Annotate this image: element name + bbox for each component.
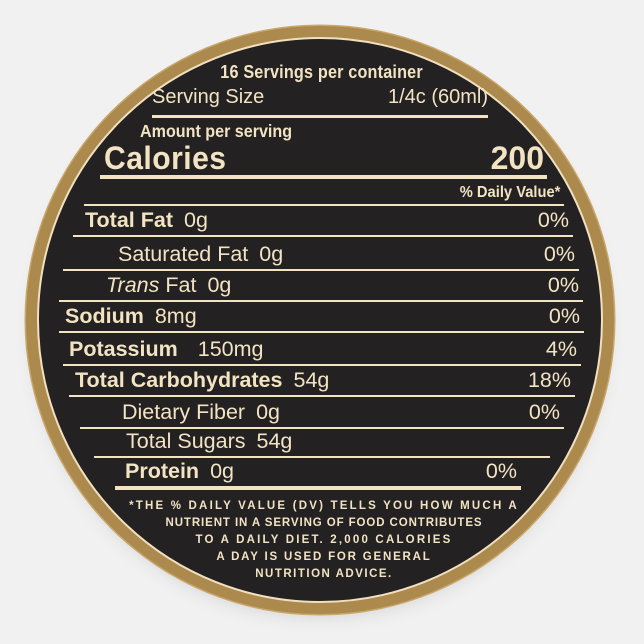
calories-value: 200	[490, 140, 544, 176]
nutrient-name: Sodium	[65, 303, 144, 328]
nutrient-dv: 0%	[528, 399, 560, 424]
nutrient-row-saturated-fat: Saturated Fat 0g 0%	[63, 240, 579, 271]
nutrient-amount: 8mg	[154, 303, 197, 328]
nutrient-row-sodium: Sodium 8mg 0%	[59, 304, 584, 333]
nutrient-name: Total Fat	[85, 207, 173, 232]
nutrient-amount: 0g	[207, 272, 232, 297]
nutrient-row-dietary-fiber: Dietary Fiber 0g 0%	[80, 399, 564, 429]
footnote-line: A DAY IS USED FOR GENERAL	[216, 551, 432, 563]
nutrient-dv: 0%	[547, 272, 579, 297]
nutrient-name: Potassium	[69, 336, 178, 361]
amount-per-serving-text: Amount per serving	[140, 121, 293, 141]
serving-size-row: Serving Size 1/4c (60ml)	[152, 86, 488, 109]
nutrient-amount: 54g	[293, 367, 330, 392]
serving-size-value: 1/4c (60ml)	[387, 86, 488, 108]
nutrient-name: Total Sugars	[126, 428, 246, 453]
nutrient-name: Fat	[165, 272, 197, 297]
daily-value-header: % Daily Value*	[84, 184, 564, 206]
nutrient-dv: 0%	[548, 303, 580, 328]
nutrient-dv: 18%	[527, 367, 571, 392]
nutrient-amount: 150mg	[197, 336, 264, 361]
nutrient-amount: 54g	[256, 428, 293, 453]
nutrient-row-potassium: Potassium 150mg 4%	[63, 335, 581, 366]
nutrient-dv: 0%	[543, 241, 575, 266]
nutrient-row-trans-fat: Trans Fat 0g 0%	[59, 273, 583, 302]
nutrient-dv: 4%	[545, 336, 577, 361]
nutrient-amount: 0g	[256, 399, 280, 424]
nutrient-row-total-fat: Total Fat 0g 0%	[73, 209, 573, 237]
nutrient-name: Protein	[125, 458, 200, 483]
footnote-line: TO A DAILY DIET. 2,000 CALORIES	[195, 534, 453, 546]
servings-per-container: 16 Servings per container	[0, 62, 644, 83]
nutrition-sticker	[37, 37, 603, 603]
nutrient-row-protein: Protein 0g 0%	[115, 459, 521, 490]
nutrient-dv: 0%	[537, 207, 569, 232]
amount-per-serving: Amount per serving	[140, 121, 305, 142]
nutrient-name: Total Carbohydrates	[75, 367, 283, 392]
servings-per-container-text: 16 Servings per container	[220, 62, 424, 82]
nutrient-row-total-sugars: Total Sugars 54g	[94, 428, 550, 458]
calories-label: Calories	[104, 140, 227, 176]
footnote-line: *THE % DAILY VALUE (DV) TELLS YOU HOW MU…	[129, 500, 519, 512]
daily-value-header-text: % Daily Value*	[459, 184, 560, 201]
nutrient-name-italic: Trans	[106, 272, 160, 297]
footnote-line: NUTRIENT IN A SERVING OF FOOD CONTRIBUTE…	[165, 517, 483, 529]
nutrient-name: Saturated Fat	[118, 241, 249, 266]
nutrient-amount: 0g	[210, 458, 234, 483]
divider-thick	[100, 175, 547, 179]
nutrient-row-total-carbohydrates: Total Carbohydrates 54g 18%	[69, 368, 575, 397]
serving-size-label: Serving Size	[152, 86, 265, 108]
nutrient-dv: 0%	[485, 458, 517, 483]
calories-row: Calories 200	[104, 140, 544, 177]
nutrient-amount: 0g	[183, 207, 208, 232]
divider-thin	[152, 115, 488, 118]
nutrient-name: Dietary Fiber	[122, 399, 246, 424]
nutrient-amount: 0g	[259, 241, 284, 266]
footnote-line: NUTRITION ADVICE.	[255, 568, 393, 580]
